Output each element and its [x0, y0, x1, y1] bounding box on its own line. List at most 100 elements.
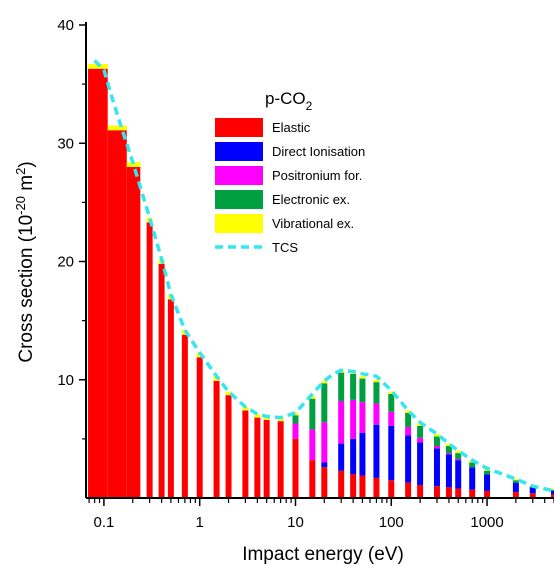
bar-direct-ionisation-16 — [321, 462, 328, 468]
legend-title: p-CO2 — [265, 89, 313, 113]
bar-electronic-ex--15 — [309, 398, 316, 430]
bar-positronium-for--14 — [292, 423, 299, 439]
bar-elastic-2 — [126, 166, 141, 498]
bar-elastic-25 — [445, 487, 452, 498]
bar-elastic-24 — [433, 486, 440, 498]
y-axis-label-part-1: -20 — [13, 196, 28, 215]
bar-direct-ionisation-24 — [433, 448, 440, 487]
bar-elastic-18 — [350, 474, 357, 498]
bar-elastic-26 — [455, 488, 462, 498]
bar-direct-ionisation-23 — [417, 442, 424, 485]
bar-direct-ionisation-17 — [338, 443, 345, 471]
legend-swatch-positronium-for- — [215, 166, 263, 185]
bar-vibrational-ex--31 — [551, 488, 554, 490]
bar-elastic-6 — [181, 334, 188, 498]
bar-direct-ionisation-28 — [484, 474, 491, 491]
bar-elastic-12 — [263, 419, 270, 498]
bar-vibrational-ex--16 — [321, 380, 328, 384]
bar-elastic-29 — [512, 492, 519, 498]
bar-direct-ionisation-22 — [405, 435, 412, 483]
bar-electronic-ex--14 — [292, 415, 299, 424]
y-tick-label-30: 30 — [57, 135, 74, 152]
bar-positronium-for--19 — [359, 402, 366, 433]
bar-direct-ionisation-26 — [455, 460, 462, 489]
bar-positronium-for--18 — [350, 399, 357, 439]
bar-positronium-for--15 — [309, 429, 316, 461]
legend-label-elastic: Elastic — [272, 120, 311, 135]
legend-swatch-electronic-ex- — [215, 190, 263, 209]
bar-vibrational-ex--23 — [417, 423, 424, 426]
bar-elastic-10 — [242, 410, 249, 498]
bar-electronic-ex--25 — [445, 445, 452, 454]
legend-swatch-elastic — [215, 118, 263, 137]
bar-layer — [88, 64, 554, 499]
bar-elastic-4 — [158, 263, 165, 498]
bar-vibrational-ex--22 — [405, 410, 412, 413]
legend-label-electronic-ex-: Electronic ex. — [272, 192, 350, 207]
bar-direct-ionisation-20 — [373, 424, 380, 478]
bar-elastic-13 — [277, 421, 284, 498]
bar-vibrational-ex--19 — [359, 376, 366, 379]
bar-positronium-for--22 — [405, 427, 412, 436]
bar-vibrational-ex--1 — [107, 125, 127, 131]
bar-vibrational-ex--25 — [445, 443, 452, 446]
bar-vibrational-ex--9 — [225, 391, 232, 396]
bar-vibrational-ex--11 — [254, 414, 261, 418]
bar-elastic-19 — [359, 475, 366, 498]
x-tick-label-0: 0.1 — [93, 514, 114, 531]
bar-elastic-22 — [405, 482, 412, 498]
legend-label-vibrational-ex-: Vibrational ex. — [272, 216, 354, 231]
bar-direct-ionisation-19 — [359, 432, 366, 476]
bar-elastic-8 — [213, 380, 220, 498]
bar-positronium-for--17 — [338, 401, 345, 444]
x-axis-label: Impact energy (eV) — [242, 544, 404, 565]
bar-direct-ionisation-21 — [388, 425, 395, 481]
bar-vibrational-ex--12 — [263, 416, 270, 420]
tcs-line — [93, 59, 554, 493]
bar-direct-ionisation-27 — [469, 467, 476, 490]
bar-electronic-ex--31 — [551, 489, 554, 491]
bar-electronic-ex--18 — [350, 373, 357, 400]
legend-label-tcs: TCS — [272, 240, 298, 255]
bar-elastic-16 — [321, 467, 328, 498]
axes — [85, 22, 554, 499]
bar-vibrational-ex--13 — [277, 417, 284, 422]
bar-positronium-for--16 — [321, 422, 328, 463]
y-axis-label-part-3: 2 — [13, 168, 28, 175]
y-axis-label: Cross section (10-20 m2) — [13, 161, 37, 362]
bar-vibrational-ex--10 — [242, 406, 249, 411]
bar-elastic-3 — [146, 222, 153, 499]
bar-elastic-17 — [338, 470, 345, 498]
bar-elastic-5 — [167, 299, 174, 498]
bar-elastic-30 — [529, 493, 536, 498]
bar-elastic-14 — [292, 438, 299, 498]
x-tick-label-2: 10 — [287, 514, 304, 531]
bar-elastic-0 — [88, 68, 108, 498]
bar-elastic-21 — [388, 480, 395, 498]
legend-swatch-vibrational-ex- — [215, 214, 263, 233]
tcs-layer — [93, 59, 554, 493]
y-tick-label-40: 40 — [57, 17, 74, 34]
bar-electronic-ex--28 — [484, 470, 491, 475]
bar-elastic-15 — [309, 460, 316, 498]
legend-title-subscript: 2 — [306, 99, 313, 113]
bar-electronic-ex--26 — [455, 453, 462, 459]
bar-electronic-ex--19 — [359, 378, 366, 403]
bar-positronium-for--21 — [388, 411, 395, 426]
bar-electronic-ex--29 — [512, 480, 519, 483]
bar-electronic-ex--17 — [338, 372, 345, 402]
bar-elastic-23 — [417, 484, 424, 498]
legend: p-CO2 Elastic Direct Ionisation Positroniu… — [215, 89, 365, 255]
legend-label-positronium-for-: Positronium for. — [272, 168, 362, 183]
bar-positronium-for--24 — [433, 445, 440, 449]
bar-vibrational-ex--21 — [388, 391, 395, 394]
x-tick-label-3: 100 — [379, 514, 404, 531]
y-tick-label-20: 20 — [57, 254, 74, 271]
bar-vibrational-ex--0 — [88, 64, 108, 69]
bar-elastic-9 — [225, 395, 232, 498]
bar-electronic-ex--20 — [373, 382, 380, 404]
y-tick-label-10: 10 — [57, 372, 74, 389]
bar-direct-ionisation-18 — [350, 438, 357, 475]
bar-vibrational-ex--26 — [455, 450, 462, 454]
